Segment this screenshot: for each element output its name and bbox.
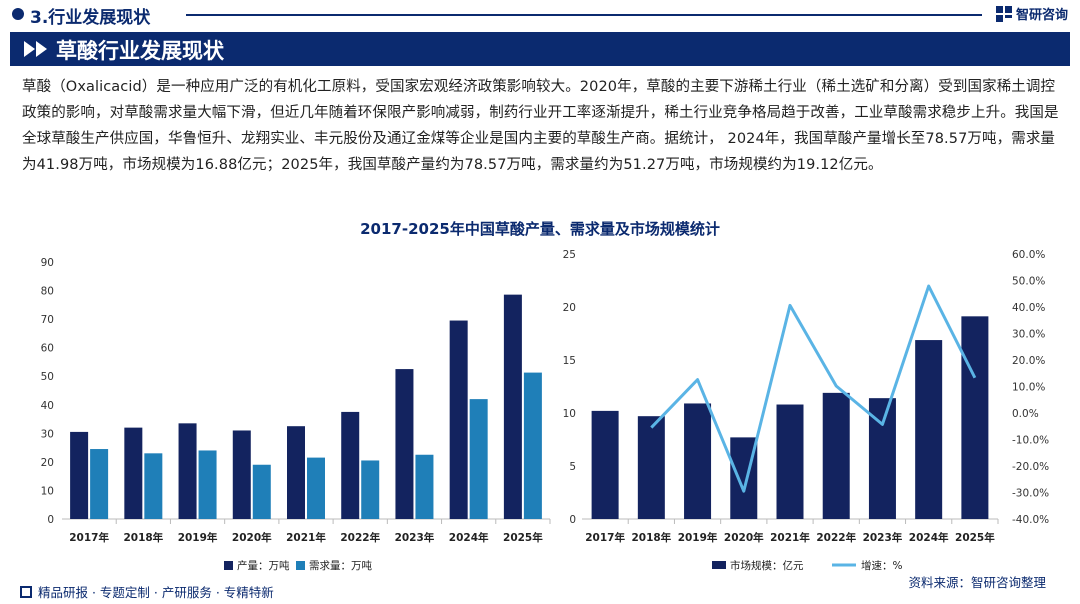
source-note: 资料来源：智研咨询整理 [908,575,1046,590]
bar-production [124,427,143,519]
bar-demand [361,460,380,519]
x-tick-label: 2019年 [678,531,718,544]
bar-production [503,294,522,519]
top-header: 3.行业发展现状 智研咨询 [0,0,1080,30]
x-tick-label: 2017年 [69,531,109,544]
y-left-tick-label: 25 [563,249,576,261]
x-tick-label: 2017年 [585,531,625,544]
x-tick-label: 2025年 [955,531,995,544]
x-tick-label: 2018年 [631,531,671,544]
bar-production [287,426,305,519]
y-tick-label: 40 [41,400,54,412]
footer-tags-text: 精品研报 · 专题定制 · 产研服务 · 专精特新 [38,585,274,600]
x-tick-label: 2021年 [286,531,326,544]
header-divider [186,14,982,16]
bar-market-size [915,340,943,519]
x-tick-label: 2024年 [909,531,949,544]
bar-demand [523,372,542,519]
y-left-tick-label: 20 [563,302,576,314]
legend-label-growth: 增速：% [861,559,902,572]
y-right-tick-label: 0.0% [1012,408,1039,420]
y-right-tick-label: -40.0% [1012,514,1049,526]
y-tick-label: 0 [47,514,54,526]
bar-production [70,431,89,519]
y-tick-label: 60 [41,343,54,355]
bar-demand [198,450,217,519]
y-tick-label: 70 [41,314,54,326]
y-tick-label: 90 [41,257,54,269]
y-right-tick-label: 40.0% [1012,302,1045,314]
bar-production [449,320,468,519]
x-tick-label: 2021年 [770,531,810,544]
arrow-icon [24,41,35,57]
arrow-icon [36,41,47,57]
bar-demand [252,464,271,519]
brand-logo: 智研咨询 [995,4,1068,23]
bar-demand [415,454,434,519]
bar-demand [144,453,163,519]
y-left-tick-label: 0 [569,514,576,526]
bar-market-size [822,392,850,519]
legend-label-market-size: 市场规模：亿元 [730,559,804,572]
y-tick-label: 50 [41,371,54,383]
y-tick-label: 30 [41,428,54,440]
title-banner: 草酸行业发展现状 [10,32,1070,66]
x-tick-label: 2020年 [232,531,272,544]
bar-demand [90,449,109,519]
x-tick-label: 2024年 [449,531,489,544]
footer-tags: 精品研报 · 专题定制 · 产研服务 · 专精特新 [20,582,274,601]
y-left-tick-label: 10 [563,408,576,420]
y-tick-label: 80 [41,286,54,298]
bar-market-size [591,410,619,519]
bar-demand [469,399,488,519]
intro-paragraph: 草酸（Oxalicacid）是一种应用广泛的有机化工原料，受国家宏观经济政策影响… [22,79,1059,173]
bar-production [395,369,414,519]
brand-name: 智研咨询 [1015,8,1068,23]
section-title: 3.行业发展现状 [30,8,151,28]
bar-production [178,423,197,519]
x-tick-label: 2022年 [340,531,380,544]
legend-swatch-market-size [712,561,726,569]
legend-label-production: 产量：万吨 [237,559,290,572]
bar-demand [307,457,325,519]
legend-swatch-demand [296,561,305,570]
report-icon [20,585,32,598]
legend-label-demand: 需求量：万吨 [309,559,372,572]
x-tick-label: 2023年 [395,531,435,544]
x-tick-label: 2018年 [123,531,163,544]
x-tick-label: 2022年 [816,531,856,544]
y-right-tick-label: 30.0% [1012,329,1045,341]
bar-production [341,411,360,519]
bar-market-size [684,403,712,519]
page-title: 草酸行业发展现状 [56,39,224,63]
x-tick-label: 2019年 [178,531,218,544]
legend-swatch-production [224,561,233,570]
chart-title: 2017-2025年中国草酸产量、需求量及市场规模统计 [360,220,720,238]
y-left-tick-label: 15 [563,355,576,367]
x-tick-label: 2023年 [863,531,903,544]
bar-market-size [776,404,804,519]
y-right-tick-label: -20.0% [1012,461,1049,473]
bar-market-size [961,316,989,519]
y-right-tick-label: -10.0% [1012,435,1049,447]
y-tick-label: 20 [41,457,54,469]
x-tick-label: 2020年 [724,531,764,544]
y-left-tick-label: 5 [569,461,576,473]
x-tick-label: 2025年 [503,531,543,544]
brand-mark-icon [995,5,1012,22]
bar-production [232,430,251,519]
y-right-tick-label: 60.0% [1012,249,1045,261]
y-right-tick-label: 50.0% [1012,276,1045,288]
y-tick-label: 10 [41,485,54,497]
y-right-tick-label: 20.0% [1012,355,1045,367]
bullet-dot-icon [12,8,24,20]
y-right-tick-label: 10.0% [1012,382,1045,394]
y-right-tick-label: -30.0% [1012,488,1049,500]
growth-rate-line [650,284,977,493]
bar-market-size [637,416,665,519]
